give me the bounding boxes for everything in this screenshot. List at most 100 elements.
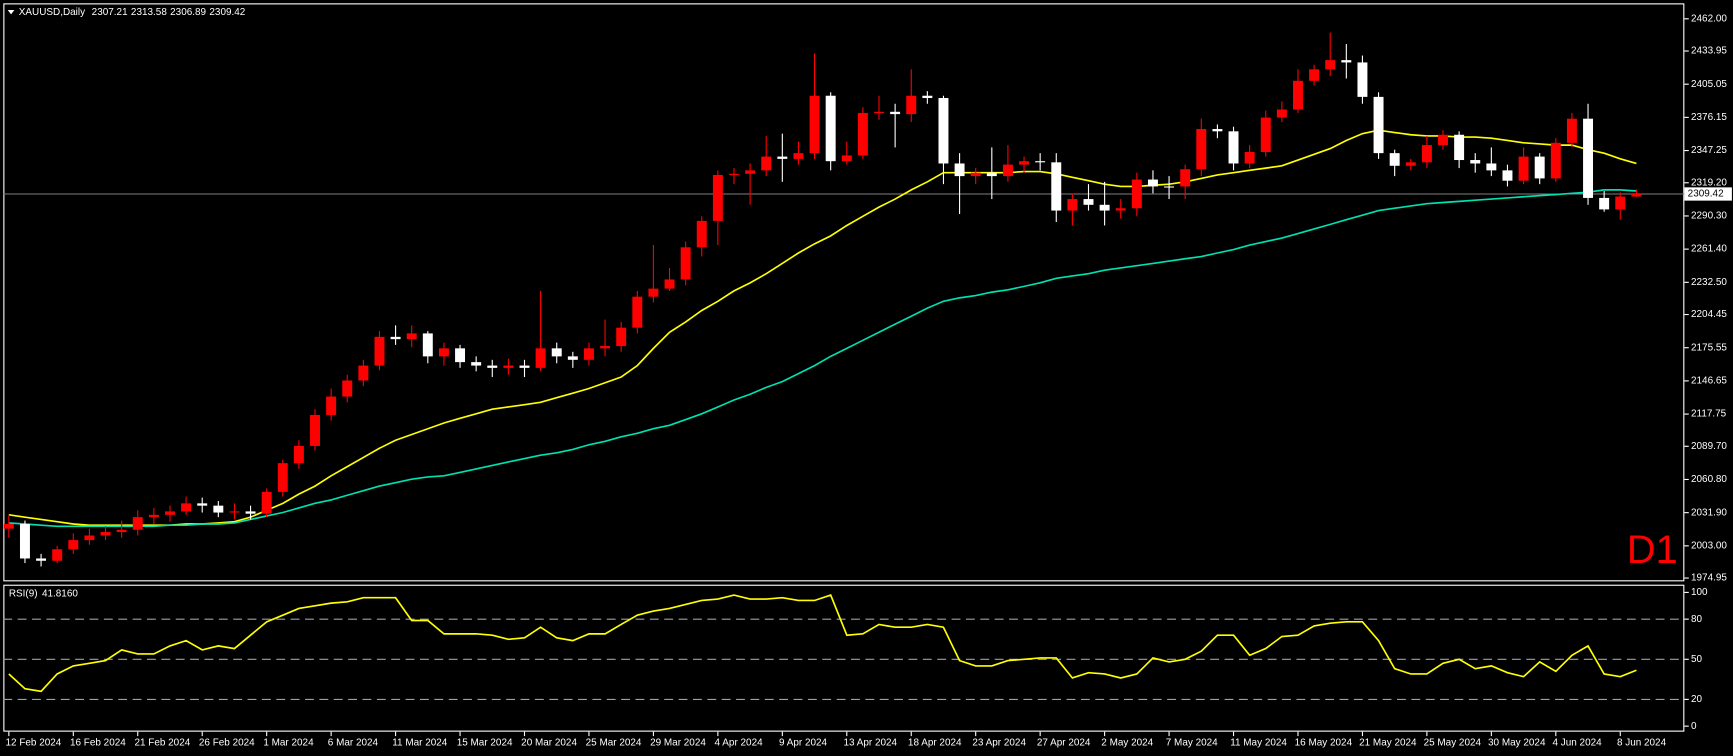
candle-body <box>1180 169 1191 187</box>
rsi-title: RSI(9) 41.8160 <box>9 588 79 599</box>
x-tick-label: 26 Feb 2024 <box>199 737 255 748</box>
candle-body <box>729 173 739 175</box>
candle-body <box>809 95 820 154</box>
candle-body <box>922 95 933 99</box>
candle-body <box>1164 186 1175 188</box>
candle-body <box>471 362 482 366</box>
rsi-tick-label: 100 <box>1691 587 1708 598</box>
candle-body <box>1131 179 1142 209</box>
candle-body <box>680 247 691 280</box>
candle-body <box>1438 134 1448 146</box>
x-tick-label: 12 Feb 2024 <box>6 737 62 748</box>
candle-body <box>1212 129 1223 132</box>
high-value: 2313.58 <box>131 7 167 18</box>
candle-body <box>1051 162 1062 211</box>
candle-body <box>390 336 401 340</box>
candle-body <box>277 463 288 492</box>
candle-body <box>1518 156 1529 181</box>
candle-body <box>1389 153 1400 166</box>
y-tick-label: 2060.80 <box>1691 474 1727 485</box>
candle-body <box>906 95 917 115</box>
rsi-tick-label: 80 <box>1691 614 1703 625</box>
x-tick-label: 6 Mar 2024 <box>328 737 379 748</box>
x-tick-label: 20 Mar 2024 <box>521 737 577 748</box>
candle-body <box>1147 179 1158 187</box>
candle-body <box>1341 60 1352 63</box>
x-tick-label: 9 Apr 2024 <box>779 737 828 748</box>
candle-body <box>326 396 337 415</box>
candle-body <box>1035 161 1046 163</box>
y-tick-label: 2376.15 <box>1691 112 1727 123</box>
candle-body <box>1566 118 1577 143</box>
main-panel-border <box>3 3 1685 582</box>
candle-body <box>874 111 884 113</box>
x-tick-label: 11 Mar 2024 <box>392 737 448 748</box>
candle-body <box>1502 170 1513 181</box>
candle-body <box>616 327 627 347</box>
candle-body <box>422 333 433 357</box>
candle-body <box>100 532 111 536</box>
candle-body <box>761 156 772 171</box>
candle-body <box>777 156 788 159</box>
candle-body <box>36 558 47 561</box>
candle-body <box>406 333 417 340</box>
candle-body <box>986 172 997 177</box>
y-tick-label: 2347.25 <box>1691 145 1727 156</box>
chart-title: XAUUSD,Daily 2307.21 2313.58 2306.89 2309.42 <box>19 7 246 18</box>
candle-body <box>519 365 530 368</box>
candle-body <box>165 511 175 515</box>
candle-body <box>310 414 320 446</box>
candle-body <box>825 95 836 162</box>
candle-body <box>1550 142 1561 179</box>
x-tick-label: 21 Feb 2024 <box>134 737 190 748</box>
y-tick-label: 2319.20 <box>1691 177 1727 188</box>
x-tick-label: 11 May 2024 <box>1230 737 1287 748</box>
x-tick-label: 4 Jun 2024 <box>1552 737 1602 748</box>
candle-body <box>938 98 949 164</box>
rsi-panel-border <box>3 584 1685 732</box>
menu-triangle[interactable] <box>7 9 15 15</box>
open-value: 2307.21 <box>92 7 128 18</box>
candle-body <box>857 112 868 156</box>
rsi-name: RSI(9) <box>9 588 38 599</box>
candle-body <box>52 549 63 561</box>
candle-body <box>841 155 852 162</box>
candle-body <box>745 170 756 174</box>
candle-body <box>696 220 707 248</box>
y-tick-label: 2405.05 <box>1691 79 1727 90</box>
candle-body <box>116 529 127 533</box>
candle-body <box>261 491 272 514</box>
candle-body <box>1276 109 1287 118</box>
candle-body <box>1309 69 1320 81</box>
x-tick-label: 29 Mar 2024 <box>650 737 706 748</box>
x-tick-label: 8 Jun 2024 <box>1617 737 1667 748</box>
candle-body <box>551 348 562 357</box>
x-tick-label: 21 May 2024 <box>1359 737 1417 748</box>
candle-body <box>1373 96 1384 154</box>
candle-body <box>1019 161 1030 165</box>
candle-body <box>1534 156 1545 179</box>
x-tick-label: 13 Apr 2024 <box>843 737 897 748</box>
candle-body <box>148 514 159 518</box>
candle-body <box>1115 208 1126 211</box>
x-tick-label: 15 Mar 2024 <box>457 737 513 748</box>
candle-body <box>890 111 901 115</box>
low-value: 2306.89 <box>170 7 206 18</box>
candle-body <box>712 174 723 221</box>
candle-body <box>1470 160 1481 164</box>
candle-body <box>342 380 353 397</box>
y-tick-label: 2261.40 <box>1691 244 1727 255</box>
candle-body <box>1067 199 1078 211</box>
x-tick-label: 16 May 2024 <box>1295 737 1353 748</box>
candle-body <box>567 356 578 360</box>
candle-body <box>229 511 240 513</box>
y-tick-label: 2146.65 <box>1691 376 1727 387</box>
timeframe-label: D1 <box>1627 528 1678 572</box>
x-tick-label: 4 Apr 2024 <box>715 737 764 748</box>
rsi-tick-label: 20 <box>1691 694 1703 705</box>
candle-body <box>1083 199 1094 205</box>
candle-body <box>358 365 369 381</box>
candle-body <box>245 511 256 514</box>
candle-body <box>583 348 594 360</box>
